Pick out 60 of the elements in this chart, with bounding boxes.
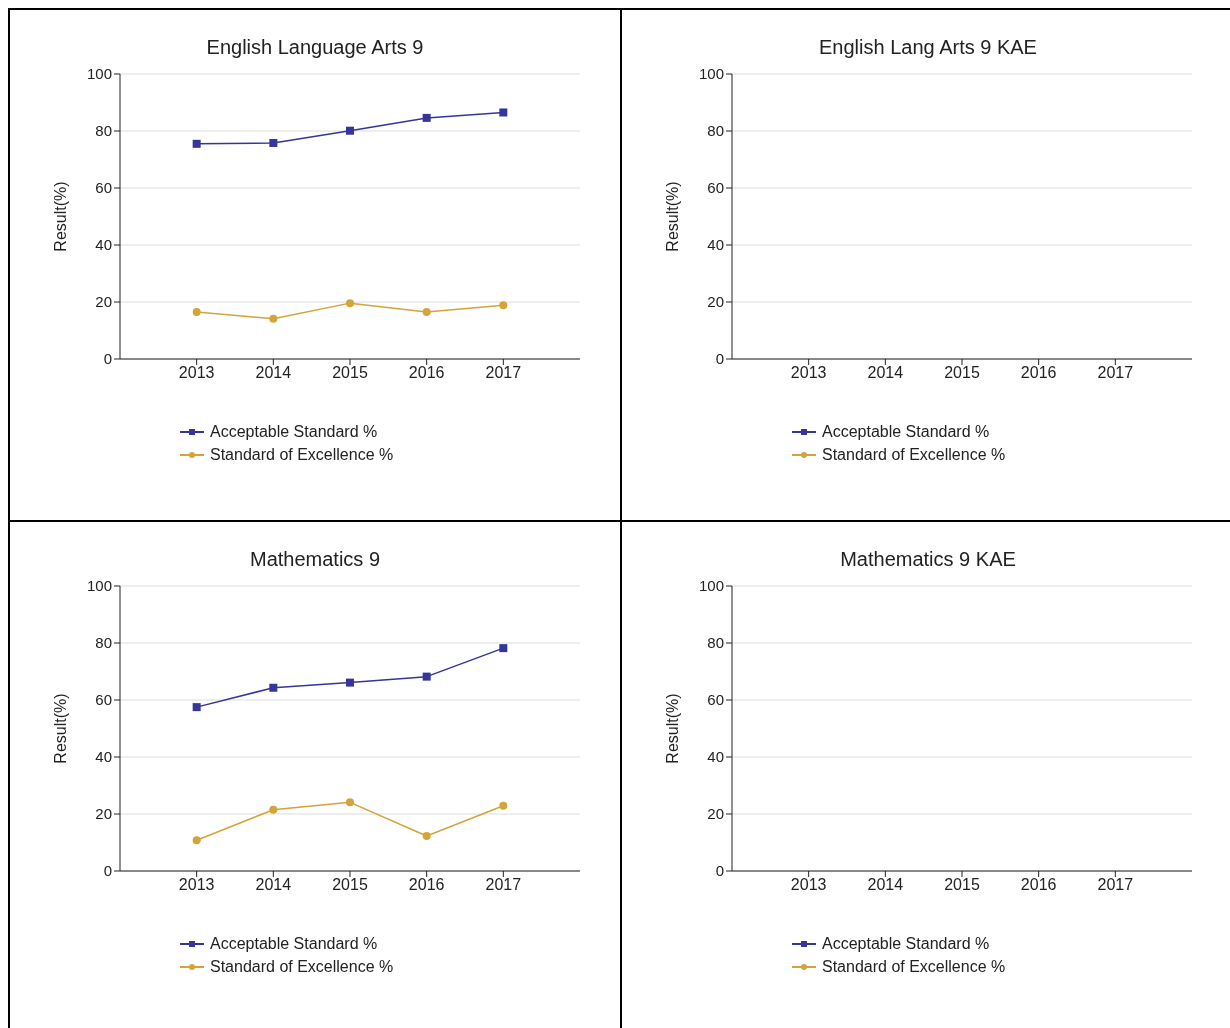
chart-title: English Language Arts 9 [205,36,425,60]
y-tick-label: 60 [707,179,724,197]
x-tick-label: 2013 [178,364,215,382]
y-tick-label: 80 [95,634,112,652]
y-axis-title: Result(%) [663,181,681,252]
y-tick-label: 100 [86,577,112,595]
y-tick-label: 20 [95,293,112,311]
y-tick-label: 0 [103,862,112,880]
y-tick-label: 40 [95,236,112,254]
x-tick-label: 2015 [944,876,980,894]
x-tick-label: 2013 [178,876,215,894]
y-tick-label: 100 [698,577,724,595]
x-tick-label: 2014 [867,364,904,382]
legend-label: Acceptable Standard % [822,934,990,953]
y-tick-label: 60 [95,179,112,197]
y-tick-label: 100 [698,65,724,83]
x-tick-label: 2015 [332,364,368,382]
x-tick-label: 2015 [332,876,368,894]
legend-label: Acceptable Standard % [210,422,378,441]
x-tick-label: 2017 [485,876,522,894]
chart-title: Mathematics 9 KAE [839,548,1017,572]
x-tick-label: 2017 [485,364,522,382]
x-tick-label: 2014 [867,876,904,894]
x-tick-label: 2013 [790,876,827,894]
x-tick-label: 2016 [408,876,445,894]
y-tick-label: 60 [707,691,724,709]
y-tick-label: 40 [95,748,112,766]
y-axis-title: Result(%) [51,181,69,252]
y-tick-label: 40 [707,236,724,254]
legend-label: Standard of Excellence % [822,445,1006,464]
y-tick-label: 100 [86,65,112,83]
y-tick-label: 80 [707,634,724,652]
y-tick-label: 40 [707,748,724,766]
x-tick-label: 2014 [255,876,292,894]
y-tick-label: 20 [707,293,724,311]
y-tick-label: 0 [715,862,724,880]
legend-label: Standard of Excellence % [210,957,394,976]
x-tick-label: 2016 [408,364,445,382]
x-tick-label: 2017 [1097,364,1134,382]
y-tick-label: 20 [707,805,724,823]
y-tick-label: 20 [95,805,112,823]
y-tick-label: 0 [715,350,724,368]
y-tick-label: 80 [707,122,724,140]
x-tick-label: 2017 [1097,876,1134,894]
chart-title: English Lang Arts 9 KAE [818,36,1038,60]
legend-label: Acceptable Standard % [210,934,378,953]
x-tick-label: 2015 [944,364,980,382]
y-tick-label: 0 [103,350,112,368]
y-axis-title: Result(%) [663,693,681,764]
legend-label: Standard of Excellence % [822,957,1006,976]
chart-title: Mathematics 9 [248,548,382,572]
legend-label: Acceptable Standard % [822,422,990,441]
x-tick-label: 2016 [1020,876,1057,894]
x-tick-label: 2016 [1020,364,1057,382]
y-tick-label: 80 [95,122,112,140]
y-tick-label: 60 [95,691,112,709]
x-tick-label: 2014 [255,364,292,382]
legend-label: Standard of Excellence % [210,445,394,464]
y-axis-title: Result(%) [51,693,69,764]
x-tick-label: 2013 [790,364,827,382]
